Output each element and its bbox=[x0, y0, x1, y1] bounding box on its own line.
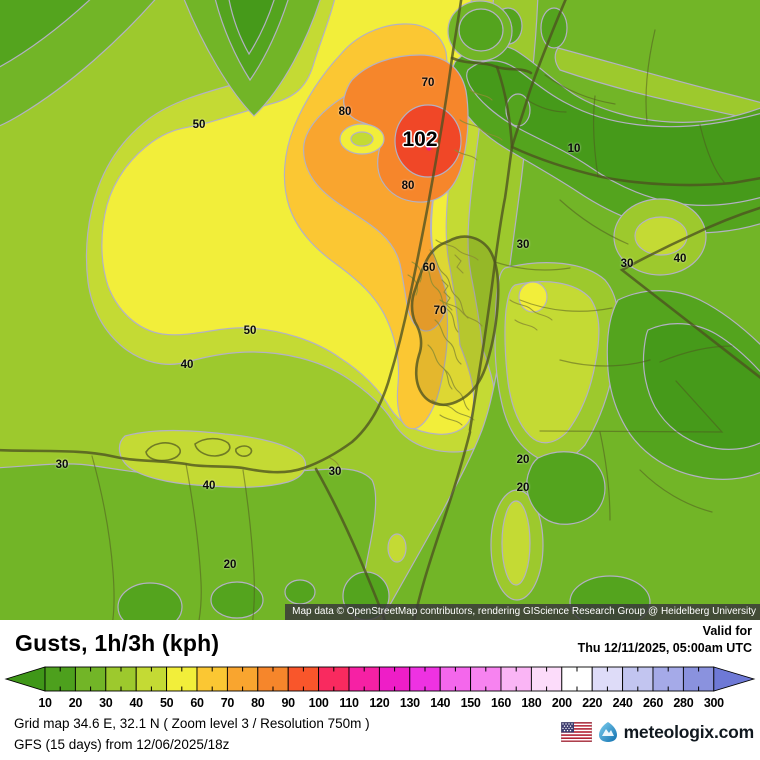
colorbar-tick: 300 bbox=[703, 696, 724, 710]
colorbar-tick: 200 bbox=[551, 696, 572, 710]
colorbar-tick-labels: 10 20 30 40 50 60 70 80 90 100 110 120 130 140 150 160 1… bbox=[0, 696, 760, 712]
contour-label: 10 bbox=[567, 143, 581, 155]
lagoon-outline bbox=[145, 437, 253, 462]
max-gust-dot bbox=[426, 145, 432, 151]
colorbar-tick: 180 bbox=[521, 696, 542, 710]
colorbar-tick: 10 bbox=[38, 696, 52, 710]
colorbar-tick: 120 bbox=[369, 696, 390, 710]
contour-label: 30 bbox=[620, 258, 634, 270]
contour-label: 30 bbox=[55, 459, 69, 471]
colorbar-tick: 130 bbox=[399, 696, 420, 710]
contour-label: 70 bbox=[433, 305, 447, 317]
colorbar-tick: 220 bbox=[582, 696, 603, 710]
colorbar-tick: 40 bbox=[129, 696, 144, 710]
band-10-20-spot bbox=[458, 8, 504, 52]
page-title: Gusts, 1h/3h (kph) bbox=[15, 630, 220, 656]
contour-label: 80 bbox=[401, 180, 415, 192]
band-10-20-blob bbox=[210, 581, 264, 619]
map-art bbox=[0, 0, 760, 620]
colorbar-tick: 90 bbox=[281, 696, 296, 710]
band-40-50-coast bbox=[118, 429, 307, 488]
band-0-10-wedge bbox=[228, 0, 275, 56]
band-20-30-southwest bbox=[0, 463, 377, 620]
band-40-50-oval bbox=[501, 500, 531, 586]
contour-label: 20 bbox=[516, 482, 530, 494]
colorbar-tick: 50 bbox=[159, 696, 174, 710]
colorbar-tick: 240 bbox=[612, 696, 633, 710]
band-10-20-blob bbox=[117, 582, 183, 620]
colorbar-tick: 60 bbox=[190, 696, 204, 710]
band-10-20-blob bbox=[284, 579, 316, 605]
weather-map[interactable]: 50 80 70 80 60 70 10 30 30 40 50 40 30 40 30 20 20 20 102 … bbox=[0, 0, 760, 620]
us-flag-icon bbox=[560, 722, 592, 742]
band-40-50-hole bbox=[350, 131, 374, 147]
colorbar-tick: 20 bbox=[68, 696, 83, 710]
map-attribution: Map data © OpenStreetMap contributors, r… bbox=[285, 604, 760, 620]
band-50-60-valley bbox=[518, 281, 548, 313]
contour-label: 40 bbox=[180, 359, 194, 371]
grid-info: Grid map 34.6 E, 32.1 N ( Zoom level 3 /… bbox=[14, 716, 370, 731]
contour-label: 60 bbox=[422, 262, 436, 274]
valid-time: Thu 12/11/2025, 05:00am UTC bbox=[577, 641, 752, 655]
band-40-50-dot bbox=[387, 533, 407, 563]
colorbar-tick: 260 bbox=[643, 696, 663, 710]
colorbar-tick: 150 bbox=[460, 696, 481, 710]
brand-name[interactable]: meteologix.com bbox=[623, 721, 755, 742]
colorbar-tick: 30 bbox=[99, 696, 113, 710]
band-10-20-corner bbox=[0, 0, 91, 68]
band-90-100-core bbox=[394, 104, 462, 178]
valid-time-block: Valid for Thu 12/11/2025, 05:00am UTC bbox=[578, 623, 752, 657]
admin-borders bbox=[91, 29, 733, 620]
colorbar-tick: 80 bbox=[251, 696, 265, 710]
band-10-20-negev bbox=[526, 451, 606, 525]
legend-panel: Gusts, 1h/3h (kph) Valid for Thu 12/11/2… bbox=[0, 620, 760, 760]
contour-label: 70 bbox=[421, 77, 435, 89]
urban-area-tint bbox=[412, 236, 499, 405]
model-run-info: GFS (15 days) from 12/06/2025/18z bbox=[14, 737, 230, 752]
brand-block[interactable]: meteologix.com bbox=[560, 721, 755, 743]
max-gust-label: 102 bbox=[402, 128, 438, 151]
band-40-50-corridor bbox=[504, 281, 600, 444]
contour-label: 50 bbox=[243, 325, 257, 337]
contour-label: 40 bbox=[673, 253, 687, 265]
contour-label: 30 bbox=[516, 239, 530, 251]
colorbar-tick: 100 bbox=[308, 696, 329, 710]
colorbar-tick: 280 bbox=[673, 696, 694, 710]
colorbar-tick: 160 bbox=[491, 696, 511, 710]
meteologix-logo-icon bbox=[598, 722, 617, 742]
contour-label: 50 bbox=[192, 119, 206, 131]
contour-label: 40 bbox=[202, 480, 216, 492]
valid-for-label: Valid for bbox=[702, 624, 752, 638]
contour-label: 20 bbox=[223, 559, 237, 571]
colorbar bbox=[4, 666, 756, 692]
contour-label: 20 bbox=[516, 454, 530, 466]
band-0-10-syria bbox=[466, 60, 760, 206]
colorbar-tick: 110 bbox=[339, 696, 359, 710]
contour-label: 30 bbox=[328, 466, 342, 478]
contour-label: 80 bbox=[338, 106, 352, 118]
colorbar-tick: 70 bbox=[220, 696, 235, 710]
colorbar-tick: 140 bbox=[430, 696, 451, 710]
